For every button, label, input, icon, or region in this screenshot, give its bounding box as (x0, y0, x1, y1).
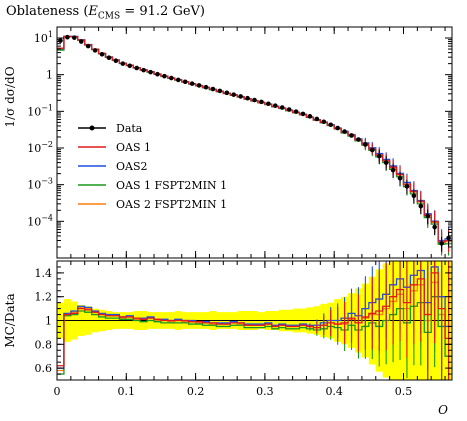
data-point (356, 137, 361, 142)
data-point (370, 147, 375, 153)
x-tick-label: 0.2 (187, 385, 205, 398)
legend-oas1-label: OAS 1 (116, 141, 151, 154)
data-point (182, 79, 188, 85)
ratio-oas1-line (57, 272, 452, 367)
data-point (99, 51, 105, 57)
ratio-y-tick-label: 1.2 (35, 291, 53, 304)
data-point (376, 153, 382, 159)
series-oas2_fspt-line (57, 35, 452, 244)
data-point (127, 63, 133, 69)
ratio-y-tick-label: 1 (45, 315, 52, 328)
data-point (169, 75, 174, 81)
data-point (58, 38, 63, 43)
data-point (300, 111, 306, 117)
legend-oas2_fspt-label: OAS 2 FSPT2MIN 1 (116, 198, 227, 211)
data-point (175, 77, 181, 83)
y-tick-label: 10−2 (27, 140, 53, 155)
chart-title: Oblateness (ECMS = 91.2 GeV) (6, 4, 205, 22)
data-point (439, 241, 444, 246)
data-point (189, 81, 195, 86)
data-point (78, 39, 84, 44)
data-point (363, 142, 368, 147)
legend-data-marker (89, 125, 95, 131)
y-tick-label: 10−3 (27, 177, 53, 192)
data-point (231, 92, 237, 97)
title-var: E (88, 4, 98, 19)
data-point (120, 61, 126, 66)
data-point (349, 133, 354, 138)
legend-oas1_fspt-label: OAS 1 FSPT2MIN 1 (116, 179, 227, 192)
data-point (141, 67, 146, 73)
data-point (293, 109, 299, 114)
data-point (307, 114, 313, 119)
data-point (397, 175, 403, 181)
data-point (148, 69, 153, 75)
ratio-plot: 0 0.1 0.2 0.3 0.4 0.5 0.6 0.8 1 1.2 1.4 (35, 27, 453, 398)
data-point (203, 84, 209, 90)
data-point (446, 235, 451, 241)
x-tick-label: 0.4 (325, 385, 343, 398)
data-point (72, 35, 77, 40)
x-axis-label: O (438, 403, 448, 417)
data-point (266, 101, 271, 107)
data-point (210, 86, 216, 92)
title-suffix: = 91.2 GeV) (120, 4, 205, 19)
data-point (321, 119, 327, 125)
x-tick-label: 0.1 (118, 385, 136, 398)
data-point (238, 94, 243, 99)
y-tick-label: 101 (34, 30, 53, 45)
data-point (390, 167, 396, 173)
data-point (85, 43, 91, 49)
ratio-y-tick-label: 0.6 (35, 362, 53, 375)
data-point (155, 71, 160, 77)
data-point (113, 58, 119, 64)
data-point (383, 160, 389, 165)
data-point (418, 203, 424, 209)
data-point (272, 103, 278, 108)
data-point (279, 105, 285, 110)
data-point (252, 97, 257, 103)
data-point (134, 65, 139, 71)
data-point (245, 95, 250, 101)
data-point (432, 224, 437, 230)
data-point (411, 193, 417, 199)
ratio-oas1_fspt-line (57, 296, 452, 375)
data-point (314, 116, 320, 122)
main-plot-frame (56, 26, 453, 259)
data-point (259, 99, 264, 105)
y-axis-label-ratio: MC/Data (3, 293, 17, 347)
main-plot: 101 1 10−1 10−2 10−3 10−4 (27, 26, 453, 259)
title-sub: CMS (97, 11, 121, 22)
y-tick-label: 10−4 (27, 213, 53, 228)
title-prefix: Oblateness ( (6, 4, 89, 19)
data-point (328, 122, 334, 128)
legend: Data OAS 1 OAS2 OAS 1 FSPT2MIN 1 OAS 2 FSPT2… (78, 122, 227, 211)
y-tick-label: 10−1 (27, 103, 53, 118)
data-point (425, 213, 431, 219)
y-tick-label: 1 (46, 69, 53, 82)
legend-oas2-label: OAS2 (116, 160, 148, 173)
data-point (224, 90, 230, 96)
x-tick-label: 0.5 (395, 385, 413, 398)
y-axis-label-main: 1/σ dσ/dO (3, 66, 17, 127)
data-point (335, 125, 340, 131)
data-point (342, 129, 347, 134)
data-point (162, 73, 167, 79)
legend-data-label: Data (116, 122, 143, 135)
x-tick-label: 0.3 (256, 385, 274, 398)
data-point (92, 48, 98, 53)
series-oas1-line (57, 35, 452, 243)
data-point (196, 83, 202, 88)
ratio-y-tick-label: 1.4 (35, 267, 53, 280)
data-point (106, 55, 112, 61)
data-point (217, 88, 223, 94)
data-point (65, 34, 70, 40)
x-tick-label: 0 (54, 385, 61, 398)
ratio-y-tick-label: 0.8 (35, 338, 53, 351)
data-point (286, 107, 292, 112)
data-point (404, 184, 410, 189)
